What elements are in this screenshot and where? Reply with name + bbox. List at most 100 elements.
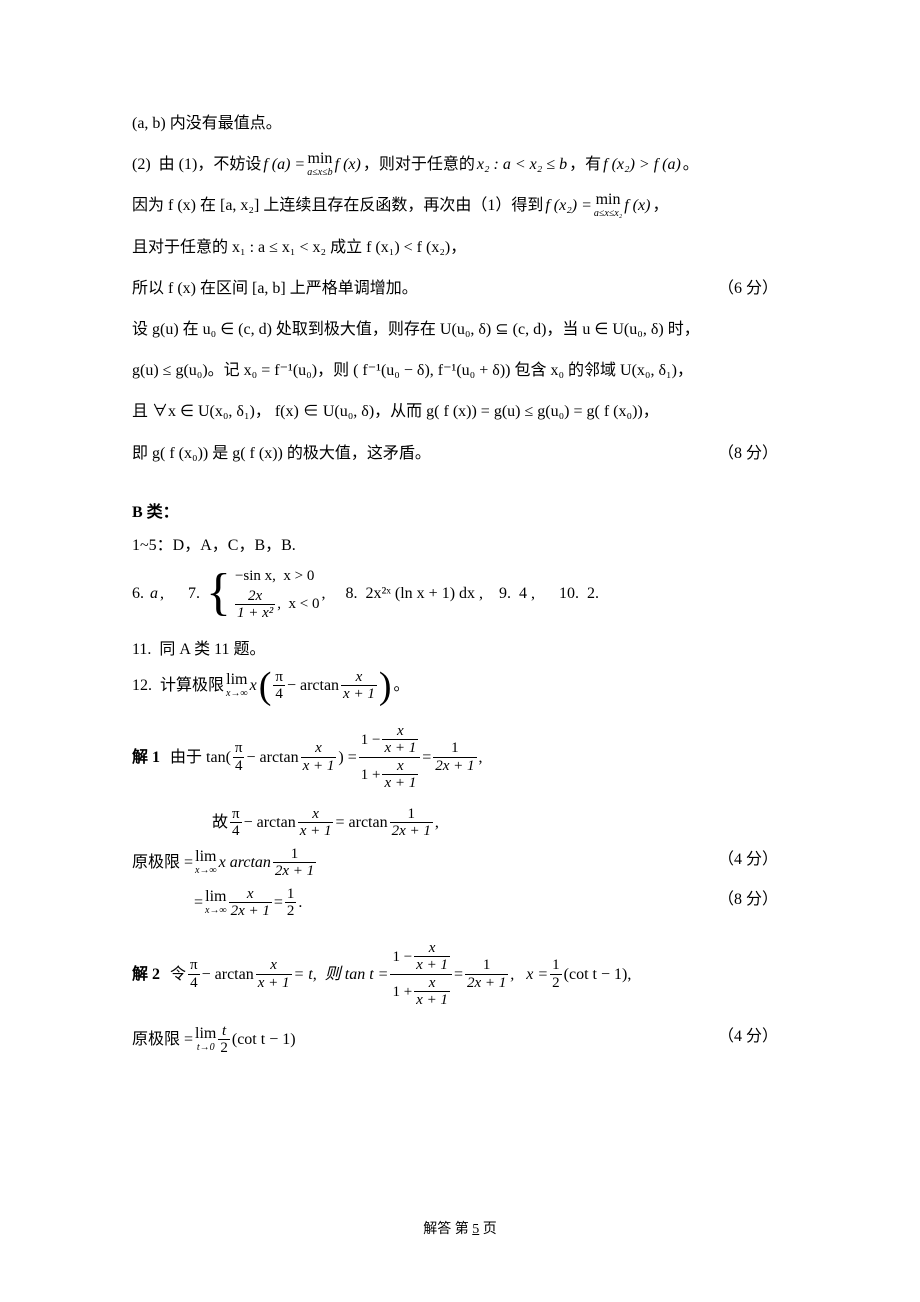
text: , [479,744,483,771]
text: , x = [510,961,548,988]
piecewise: { −sin x, x > 0 2x 1 + x² , x < 0 [206,565,319,622]
math: f (a) = [263,151,305,178]
solution-label: 解 1 [132,744,160,771]
text: 因为 f (x) 在 [a, x₂] 上连续且存在反函数，再次由（1）得到 [132,192,543,219]
text: − arctan [287,672,339,699]
case-2: 2x 1 + x² , x < 0 [235,588,320,622]
math: x₂ : a < x₂ ≤ b [477,151,567,178]
spacer [132,487,788,499]
para-8: 且 ∀x ∈ U(x₀, δ₁)， f(x) ∈ U(u₀, δ)，从而 g( … [132,398,788,425]
text: x arctan [219,849,271,876]
para-4: 且对于任意的 x₁ : a ≤ x₁ < x₂ 成立 f (x₁) < f (x… [132,234,788,261]
brace-icon: { [206,570,231,617]
math: x [250,672,257,699]
text: 且对于任意的 x₁ : a ≤ x₁ < x₂ 成立 f (x₁) < f (x… [132,239,466,256]
min-op: min a≤x≤b [307,151,332,178]
para-9: 即 g( f (x₀)) 是 g( f (x)) 的极大值，这矛盾。 （8 分） [132,440,788,467]
math: f (x) [335,151,361,178]
score: （8 分） [718,440,778,467]
page-footer: 解答 第 5 页 [0,1218,920,1242]
math: f (x) [624,192,650,219]
text: = arctan [335,809,387,836]
text: (cot t − 1), [564,961,632,988]
solution-2-line-2: 原极限 = lim t→0 t 2 (cot t − 1) （4 分） [132,1023,788,1057]
para-5: 所以 f (x) 在区间 [a, b] 上严格单调增加。 （6 分） [132,275,788,302]
text: = [454,961,463,988]
text: = [194,889,203,916]
score: （4 分） [718,846,778,873]
problem-12: 12. 计算极限 lim x→∞ x ( π 4 − arctan x x + … [132,669,788,703]
text: 。 [393,672,409,699]
solution-label: 解 2 [132,961,160,988]
fraction: π 4 [233,740,245,774]
text: 1~5：D，A，C，B，B. [132,537,296,554]
solution-1-line-1: 解 1 由于 tan( π 4 − arctan x x + 1 ) = 1 −… [132,723,788,792]
text: . [298,889,302,916]
fraction: 2x 1 + x² [235,588,275,622]
answers-6-10: 6. a , 7. { −sin x, x > 0 2x 1 + x² , x … [132,565,788,622]
para-7: g(u) ≤ g(u₀)。记 x₀ = f⁻¹(u₀)，则 ( f⁻¹(u₀ −… [132,357,788,384]
solution-1-line-4: = lim x→∞ x 2x + 1 = 1 2 . （8 分） [132,886,788,920]
text: (cot t − 1) [232,1026,296,1053]
solution-1-line-2: 故 π 4 − arctan x x + 1 = arctan 1 2x + 1… [132,806,788,840]
cases: −sin x, x > 0 2x 1 + x² , x < 0 [235,565,320,622]
text: = [422,744,431,771]
score: （4 分） [718,1023,778,1050]
text: ，则对于任意的 [363,151,475,178]
text: B 类： [132,504,179,521]
rparen-icon: ) [379,671,392,701]
text: , [435,809,439,836]
text: 原极限 = [132,1026,193,1053]
text: (a, b) 内没有最值点。 [132,115,282,132]
answer-11: 11. 同 A 类 11 题。 [132,636,788,663]
text: = [274,889,283,916]
lim-op: lim x→∞ [195,849,217,876]
fraction: 1 2 [285,886,297,920]
fraction: π 4 [230,806,242,840]
text: 所以 f (x) 在区间 [a, b] 上严格单调增加。 [132,280,418,297]
text: 令 [162,961,186,988]
score: （8 分） [718,886,778,913]
text: 故 [212,809,228,836]
lparen-icon: ( [259,671,272,701]
text: ) = [338,744,356,771]
section-b-header: B 类： [132,499,788,526]
fraction: t 2 [218,1023,230,1057]
text: 12. 计算极限 [132,672,224,699]
fraction: π 4 [188,957,200,991]
para-2: (2) 由 (1)，不妨设 f (a) = min a≤x≤b f (x) ，则… [132,151,788,178]
text: 原极限 = [132,849,193,876]
math: a [150,580,158,607]
math: f (x₂) = [545,192,592,219]
text: (2) 由 (1)，不妨设 [132,151,261,178]
answers-1-5: 1~5：D，A，C，B，B. [132,532,788,559]
fraction: 1 2x + 1 [433,740,476,774]
big-fraction: 1 − x x + 1 1 + x x + 1 [359,723,421,792]
text: = t, 则 tan t = [294,961,389,988]
page: (a, b) 内没有最值点。 (2) 由 (1)，不妨设 f (a) = min… [0,0,920,1302]
para-6: 设 g(u) 在 u₀ ∈ (c, d) 处取到极大值，则存在 U(u₀, δ)… [132,316,788,343]
fraction: x x + 1 [256,957,292,991]
text: ，有 [569,151,601,178]
fraction: 1 2x + 1 [465,957,508,991]
math: f (x₂) > f (a) [603,151,681,178]
footer-text: 解答 第 [423,1222,472,1237]
fraction: x 2x + 1 [229,886,272,920]
fraction: 1 2 [550,957,562,991]
lim-op: lim x→∞ [226,672,248,699]
text: − arctan [202,961,254,988]
text: 6. [132,580,148,607]
solution-2-line-1: 解 2 令 π 4 − arctan x x + 1 = t, 则 tan t … [132,940,788,1009]
text: 设 g(u) 在 u₀ ∈ (c, d) 处取到极大值，则存在 U(u₀, δ)… [132,321,700,338]
fraction: x x + 1 [298,806,334,840]
case-1: −sin x, x > 0 [235,565,320,588]
text: 即 g( f (x₀)) 是 g( f (x)) 的极大值，这矛盾。 [132,445,431,462]
text: − arctan [246,744,298,771]
fraction: 1 2x + 1 [273,846,316,880]
fraction: x x + 1 [341,669,377,703]
text: − arctan [244,809,296,836]
lim-op: lim x→∞ [205,889,227,916]
text: 且 ∀x ∈ U(x₀, δ₁)， f(x) ∈ U(u₀, δ)，从而 g( … [132,403,659,420]
fraction: π 4 [273,669,285,703]
text: g(u) ≤ g(u₀)。记 x₀ = f⁻¹(u₀)，则 ( f⁻¹(u₀ −… [132,362,693,379]
